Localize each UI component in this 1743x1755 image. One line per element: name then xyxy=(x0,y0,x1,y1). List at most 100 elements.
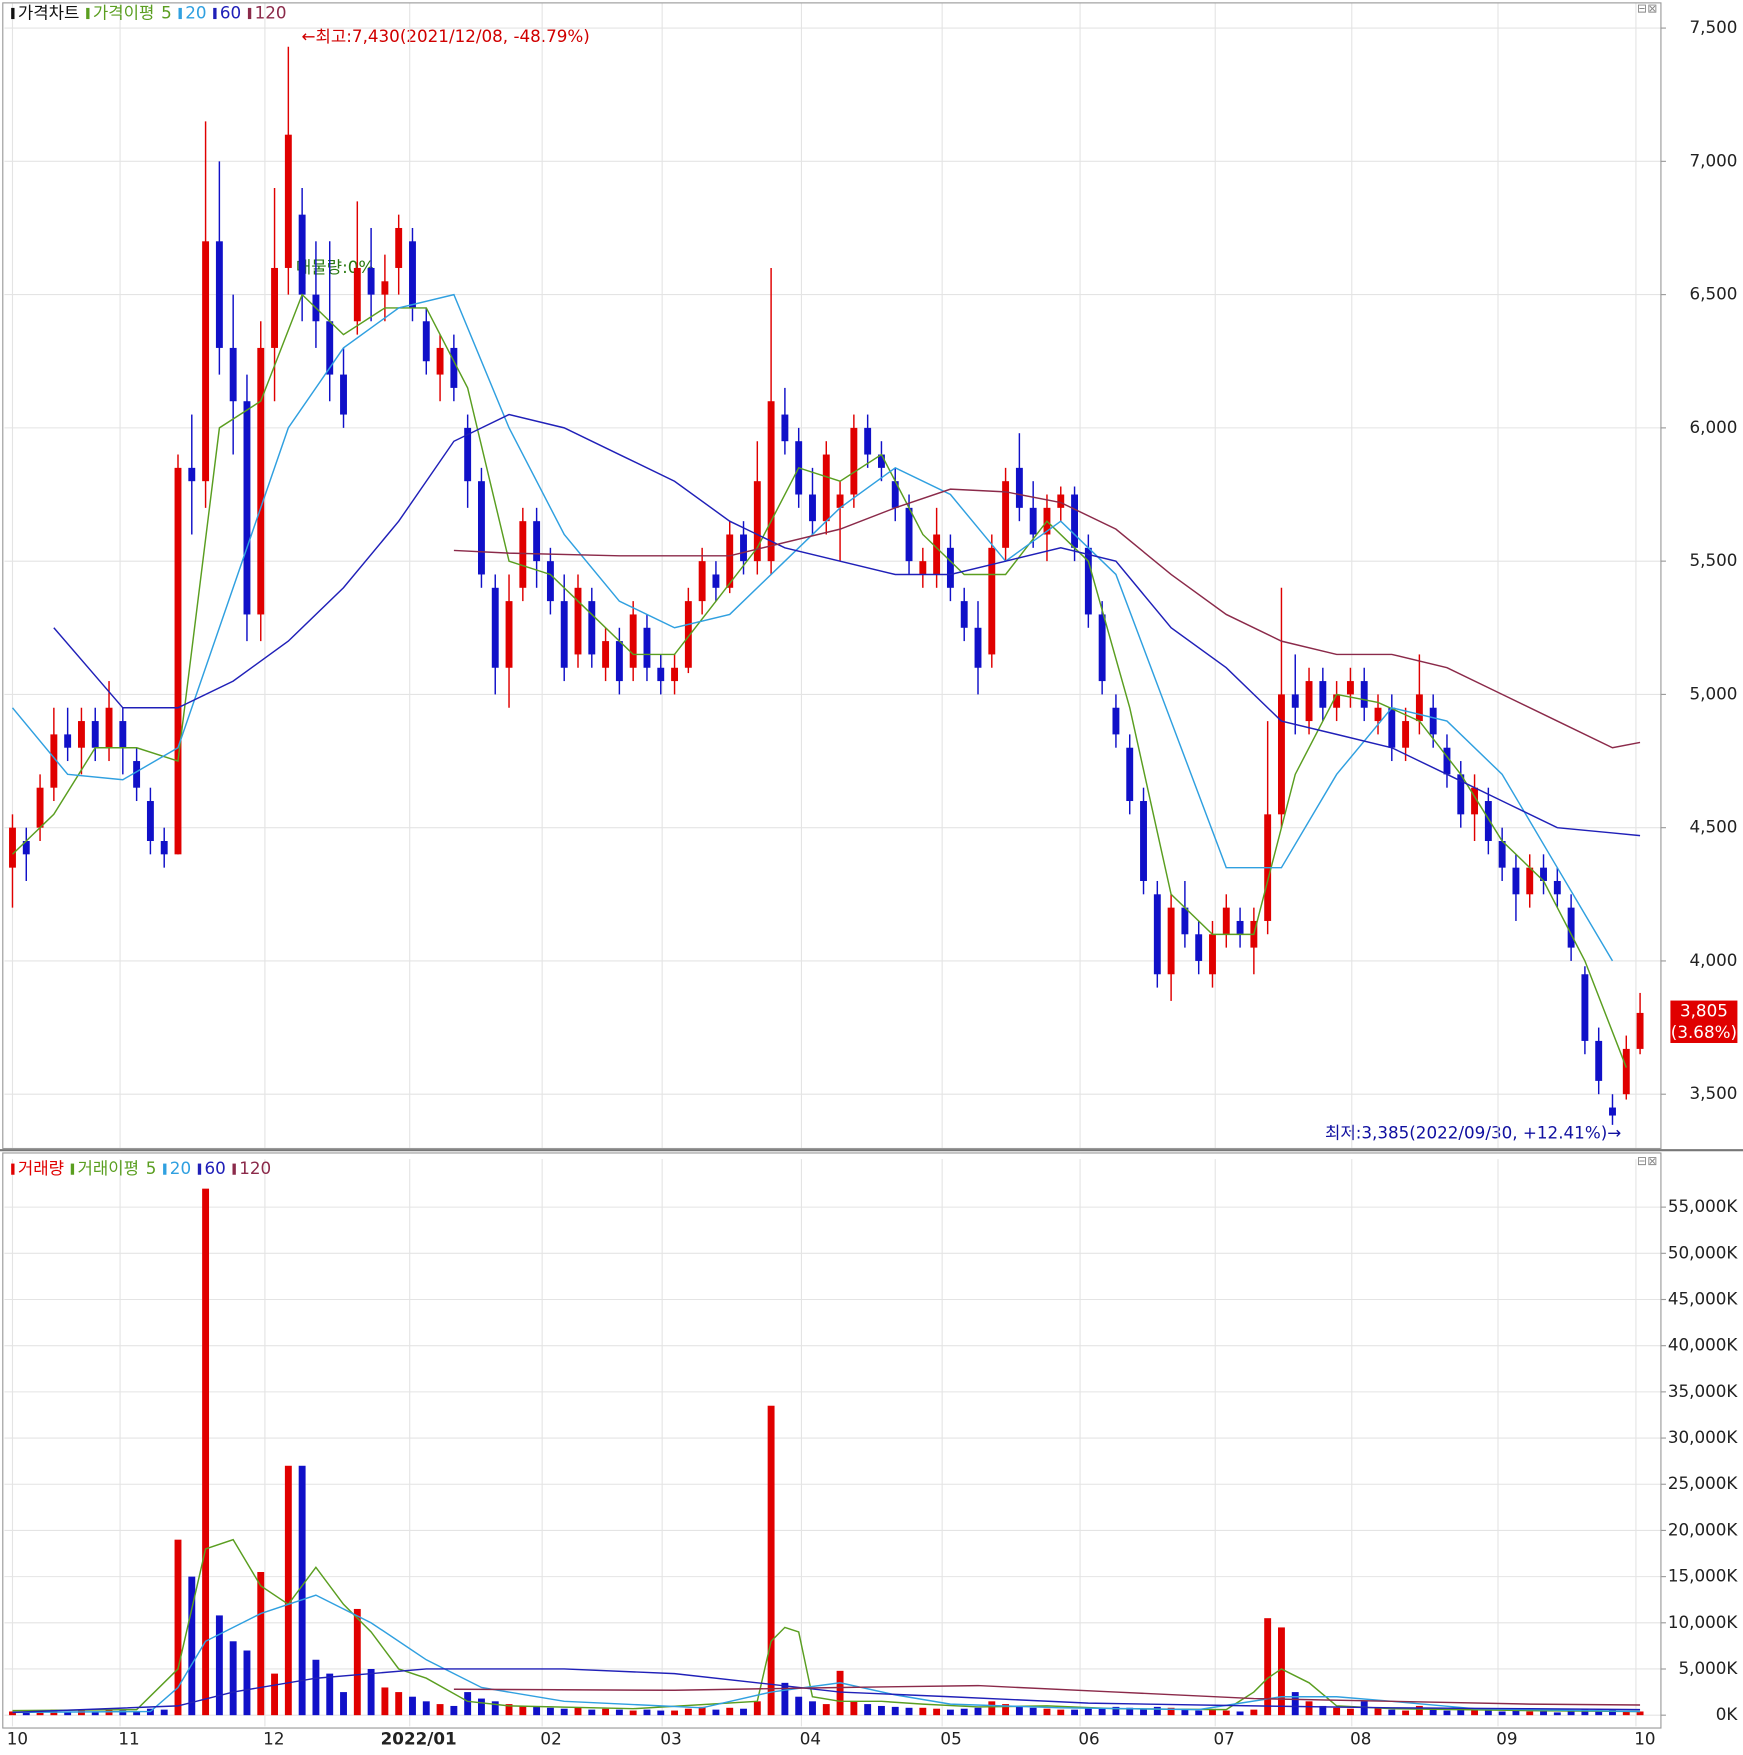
y-tick-label: 35,000K xyxy=(1668,1381,1739,1401)
volume-bar xyxy=(1291,1692,1299,1716)
volume-bar xyxy=(160,1709,168,1716)
volume-bar xyxy=(960,1708,968,1716)
legend-ma-title: 거래이평 xyxy=(77,1158,139,1178)
low-annotation: 최저:3,385(2022/09/30, +12.41%)→ xyxy=(1325,1122,1621,1142)
volume-bar xyxy=(1415,1705,1423,1716)
legend-title: 가격차트 xyxy=(18,2,80,22)
candle-body xyxy=(91,721,99,748)
volume-bar xyxy=(1609,1709,1616,1716)
candle-body xyxy=(864,427,872,455)
volume-bar xyxy=(1195,1710,1203,1716)
volume-bar xyxy=(1622,1710,1630,1716)
panel-buttons[interactable]: ⊟⊠ xyxy=(1637,1154,1658,1168)
volume-bar xyxy=(1388,1709,1396,1716)
candle-body xyxy=(340,374,347,415)
candle-body xyxy=(9,827,16,868)
x-tick-label: 04 xyxy=(800,1729,821,1749)
x-tick-label: 12 xyxy=(263,1729,284,1749)
x-tick-label: 10 xyxy=(7,1729,28,1749)
volume-bar xyxy=(409,1696,416,1716)
candle-body xyxy=(726,534,734,588)
volume-bar xyxy=(367,1668,375,1716)
candle-body xyxy=(271,267,278,348)
candle-body xyxy=(1167,907,1175,975)
x-tick-label: 11 xyxy=(118,1729,139,1749)
legend-entry: 120 xyxy=(255,2,287,22)
legend-swatch xyxy=(70,1163,75,1175)
y-tick-label: 40,000K xyxy=(1668,1335,1739,1355)
candle-body xyxy=(1360,681,1368,708)
volume-bar xyxy=(1498,1711,1506,1716)
legend-swatch xyxy=(163,1163,167,1175)
volume-bar xyxy=(505,1704,513,1716)
x-tick-label: 06 xyxy=(1078,1729,1099,1749)
volume-bar xyxy=(1484,1710,1492,1716)
current-price-box xyxy=(1670,1000,1738,1043)
candle-body xyxy=(229,347,237,402)
candle-body xyxy=(422,321,430,362)
volume-bar xyxy=(284,1465,292,1716)
y-tick-label: 10,000K xyxy=(1668,1612,1739,1632)
volume-bar xyxy=(1002,1704,1010,1716)
volume-bar xyxy=(133,1711,141,1716)
candle-body xyxy=(160,841,168,855)
candle-body xyxy=(464,427,472,482)
volume-bar xyxy=(1360,1701,1368,1716)
volume-bar xyxy=(809,1701,816,1716)
candle-body xyxy=(1346,681,1354,695)
volume-bar xyxy=(726,1707,734,1716)
volume-bar xyxy=(1236,1711,1244,1716)
y-tick-label: 7,500 xyxy=(1689,17,1737,37)
volume-bar xyxy=(1471,1709,1479,1716)
volume-bar xyxy=(1084,1707,1092,1716)
candle-body xyxy=(684,601,692,668)
candle-body xyxy=(1471,787,1479,815)
volume-bar xyxy=(1333,1707,1341,1716)
volume-bar xyxy=(215,1615,223,1716)
volume-bar xyxy=(1567,1710,1575,1716)
candle-body xyxy=(960,601,968,628)
candle-body xyxy=(50,734,58,788)
candle-body xyxy=(533,521,541,562)
volume-bar xyxy=(588,1709,596,1716)
y-tick-label: 15,000K xyxy=(1668,1566,1739,1586)
volume-bar xyxy=(657,1710,665,1716)
legend-swatch xyxy=(197,1163,202,1175)
volume-bar xyxy=(1015,1706,1023,1716)
volume-bar xyxy=(1457,1708,1465,1716)
candle-body xyxy=(643,627,651,668)
y-tick-label: 25,000K xyxy=(1668,1473,1739,1493)
panel-buttons[interactable]: ⊟⊠ xyxy=(1637,2,1658,16)
candle-body xyxy=(1402,721,1410,748)
legend-ma-title: 가격이평 xyxy=(93,2,155,22)
candle-body xyxy=(1236,920,1244,935)
candle-body xyxy=(381,281,389,295)
candle-body xyxy=(822,454,830,522)
volume-panel xyxy=(2,1152,1662,1729)
candle-body xyxy=(850,427,858,495)
volume-bar xyxy=(1140,1708,1147,1716)
candle-body xyxy=(64,734,72,748)
volume-bar xyxy=(1581,1709,1589,1716)
volume-bar xyxy=(684,1708,692,1716)
volume-bar xyxy=(574,1707,582,1716)
candle-body xyxy=(146,801,154,842)
candle-body xyxy=(22,841,30,855)
high-annotation: ←최고:7,430(2021/12/08, -48.79%) xyxy=(301,26,589,46)
candle-body xyxy=(1526,867,1534,895)
volume-bar xyxy=(988,1701,996,1716)
legend-swatch xyxy=(178,7,182,20)
volume-bar xyxy=(1512,1710,1520,1716)
candle-body xyxy=(671,667,679,682)
x-tick-label: 07 xyxy=(1214,1729,1235,1749)
y-tick-label: 0K xyxy=(1716,1704,1739,1724)
volume-bar xyxy=(298,1465,306,1716)
candle-body xyxy=(188,467,196,482)
candle-body xyxy=(1181,907,1189,935)
volume-bar xyxy=(436,1704,444,1716)
legend-swatch xyxy=(11,7,15,20)
volume-bar xyxy=(905,1707,913,1716)
y-tick-label: 5,000K xyxy=(1679,1658,1739,1678)
volume-bar xyxy=(946,1709,954,1716)
volume-bar xyxy=(767,1405,775,1716)
